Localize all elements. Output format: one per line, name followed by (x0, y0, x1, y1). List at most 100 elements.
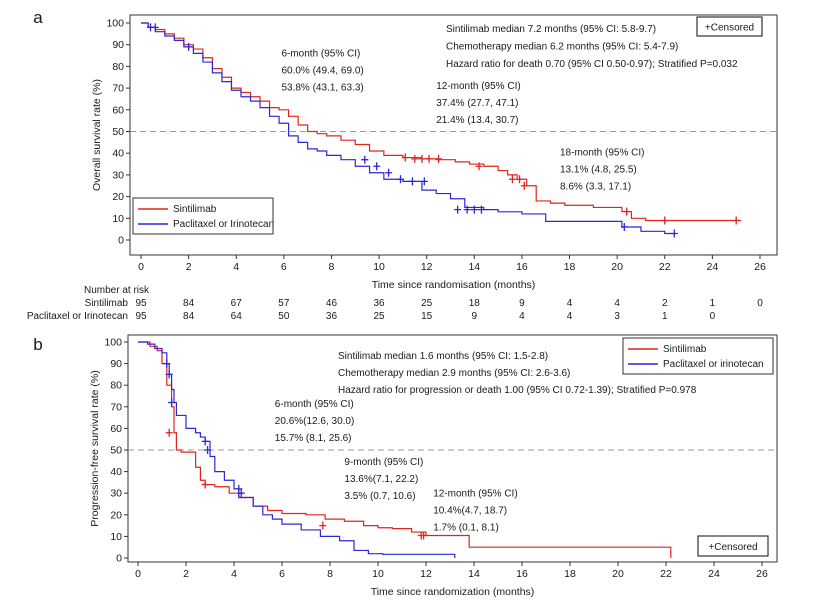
censor-mark (454, 205, 462, 214)
risk-count: 1 (710, 298, 716, 309)
x-tick-label: 22 (659, 261, 671, 273)
risk-count: 64 (231, 311, 243, 322)
number-at-risk-title: Number at risk (84, 285, 150, 296)
annotation-line: 1.7% (0.1, 8.1) (433, 522, 499, 533)
y-axis-label: Overall survival rate (%) (91, 79, 103, 191)
x-tick-label: 2 (186, 261, 192, 273)
x-tick-label: 8 (329, 261, 335, 273)
risk-count: 67 (231, 298, 243, 309)
risk-count: 46 (326, 298, 338, 309)
x-tick-label: 14 (468, 568, 480, 580)
x-tick-label: 0 (138, 261, 144, 273)
x-tick-label: 24 (707, 261, 719, 273)
x-tick-label: 4 (233, 261, 239, 273)
censor-mark (475, 162, 483, 171)
annotation-line: 37.4% (27.7, 47.1) (436, 98, 518, 109)
censor-mark (661, 216, 669, 225)
y-tick-label: 50 (110, 445, 122, 457)
risk-count: 95 (135, 311, 147, 322)
risk-count: 0 (710, 311, 716, 322)
censor-mark (201, 437, 209, 446)
censor-mark (411, 154, 419, 163)
km-line-series-1 (141, 22, 741, 222)
annotation-line: 6-month (95% CI) (275, 399, 354, 410)
censor-mark (235, 484, 243, 493)
risk-count: 4 (519, 311, 525, 322)
x-tick-label: 16 (516, 568, 528, 580)
y-tick-label: 0 (118, 235, 124, 247)
x-tick-label: 22 (660, 568, 672, 580)
y-tick-label: 30 (110, 488, 122, 500)
risk-count: 25 (421, 298, 433, 309)
y-axis-label: Progression-free survival rate (%) (89, 370, 101, 526)
censor-mark (237, 489, 245, 498)
y-tick-label: 70 (112, 83, 124, 95)
censor-mark (435, 154, 443, 163)
annotation-line: 13.6%(7.1, 22.2) (344, 474, 418, 485)
plot-frame (127, 334, 778, 563)
censor-mark (477, 205, 485, 214)
y-tick-label: 90 (112, 39, 124, 51)
annotation-line: 8.6% (3.3, 17.1) (560, 181, 631, 192)
censor-mark (151, 23, 159, 32)
censored-legend-label: +Censored (708, 542, 757, 553)
legend-box (132, 197, 274, 235)
censor-mark (168, 398, 176, 407)
x-tick-label: 6 (279, 568, 285, 580)
censor-mark (163, 359, 171, 368)
x-tick-label: 26 (756, 568, 768, 580)
censored-legend-box (697, 535, 769, 557)
x-tick-label: 8 (327, 568, 333, 580)
risk-count: 25 (374, 311, 386, 322)
y-tick-label: 60 (110, 423, 122, 435)
censored-legend-label: +Censored (705, 23, 754, 34)
risk-count: 4 (567, 298, 573, 309)
x-tick-label: 0 (135, 568, 141, 580)
x-tick-label: 10 (373, 261, 385, 273)
panel-label: a (33, 8, 43, 27)
x-tick-label: 26 (754, 261, 766, 273)
censor-mark (408, 177, 416, 186)
censor-mark (319, 521, 327, 530)
annotation-line: 12-month (95% CI) (436, 81, 520, 92)
censor-mark (418, 154, 426, 163)
y-tick-label: 50 (112, 126, 124, 138)
risk-row-label: Sintilimab (85, 298, 129, 309)
censor-mark (623, 207, 631, 216)
annotation-line: 13.1% (4.8, 25.5) (560, 164, 637, 175)
legend-label: Sintilimab (173, 204, 217, 215)
legend-label: Paclitaxel or Irinotecan (173, 219, 274, 230)
y-tick-label: 90 (110, 358, 122, 370)
annotation-line: 20.6%(12.6, 30.0) (275, 416, 355, 427)
censor-mark (732, 216, 740, 225)
risk-count: 4 (567, 311, 573, 322)
censored-legend-box (696, 16, 763, 37)
risk-count: 0 (757, 298, 763, 309)
plot-frame (129, 14, 778, 256)
censor-mark (165, 370, 173, 379)
censor-mark (397, 175, 405, 184)
risk-count: 95 (135, 298, 147, 309)
annotation-line: 9-month (95% CI) (344, 457, 423, 468)
stats-line: Hazard ratio for progression or death 1.… (338, 385, 697, 396)
y-tick-label: 10 (110, 531, 122, 543)
stats-line: Sintilimab median 7.2 months (95% CI: 5.… (446, 24, 656, 35)
x-tick-label: 16 (516, 261, 528, 273)
stats-line: Chemotherapy median 2.9 months (95% CI: … (338, 368, 570, 379)
annotation-line: 53.8% (43.1, 63.3) (281, 83, 363, 94)
censor-mark (463, 205, 471, 214)
censor-mark (420, 177, 428, 186)
censor-mark (373, 162, 381, 171)
censor-mark (670, 229, 678, 238)
censor-mark (470, 205, 478, 214)
x-tick-label: 20 (611, 261, 623, 273)
censor-mark (361, 155, 369, 164)
annotation-line: 15.7% (8.1, 25.6) (275, 433, 352, 444)
censor-mark (516, 175, 524, 184)
censor-mark (401, 153, 409, 162)
legend-box (622, 337, 774, 375)
annotation-line: 10.4%(4.7, 18.7) (433, 505, 507, 516)
y-tick-label: 100 (106, 18, 124, 30)
risk-count: 15 (421, 311, 433, 322)
censor-mark (420, 531, 428, 540)
